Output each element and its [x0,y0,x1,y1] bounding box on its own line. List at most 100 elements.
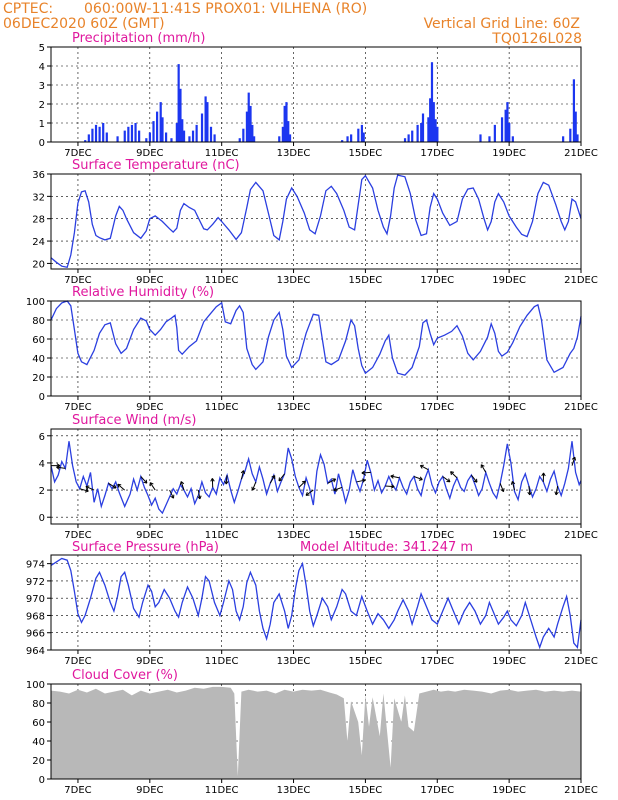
precipitation-bar [569,128,572,142]
precipitation-bar [427,117,430,142]
header-model: TQ0126L028 [492,31,582,47]
humidity-ytick-label: 100 [26,297,45,308]
wind-xtick-label: 17DEC [420,530,454,541]
precipitation-title: Precipitation (mm/h) [72,31,205,46]
precipitation-bar [436,126,439,142]
humidity-panel: Relative Humidity (%) 0 20 40 60 80 100 7DEC 9DE… [26,285,598,413]
precipitation-bar [84,140,87,142]
wind-arrow-head [554,491,559,496]
cloud-ytick-label: 40 [32,737,45,748]
precipitation-bar [105,132,108,142]
precipitation-ytick-label: 4 [39,62,45,73]
pressure-ytick-label: 970 [26,594,45,605]
precipitation-bar [156,111,159,142]
wind-arrow-head [84,488,89,493]
precipitation-bar [123,130,126,142]
temperature-xtick-label: 7DEC [64,275,91,286]
precipitation-bar [430,62,434,143]
temperature-xtick-label: 17DEC [420,275,454,286]
precipitation-bar [182,130,186,142]
cloud-ytick-label: 80 [32,699,45,710]
pressure-ytick-label: 968 [26,611,45,622]
pressure-xtick-label: 21DEC [564,656,598,667]
cloud-ytick-label: 0 [39,775,45,786]
wind-arrow-head [179,481,185,486]
precipitation-ytick-label: 3 [39,81,45,92]
wind-arrow [450,471,458,479]
wind-title: Surface Wind (m/s) [72,413,196,428]
header-run-time: 06DEC2020 60Z (GMT) [3,16,165,32]
wind-arrow-head [332,478,337,483]
wind-line [50,441,582,515]
humidity-xtick-label: 19DEC [492,402,526,413]
wind-arrow-head [85,485,90,490]
temperature-line [50,174,582,269]
precipitation-bar [434,119,437,142]
wind-arrow-head [480,464,485,469]
pressure-xtick-label: 11DEC [205,656,239,667]
precipitation-bar [479,134,482,142]
humidity-ytick-label: 80 [32,316,45,327]
wind-arrow-head [500,488,505,493]
wind-arrow [555,485,559,495]
temperature-xtick-label: 21DEC [564,275,598,286]
humidity-xtick-label: 17DEC [420,402,454,413]
temperature-xtick-label: 19DEC [492,275,526,286]
humidity-ytick-label: 20 [32,373,45,384]
temperature-ytick-label: 28 [32,215,45,226]
precipitation-bar [181,119,184,142]
pressure-title: Surface Pressure (hPa) [72,540,219,555]
cloud-xtick-label: 13DEC [277,785,311,796]
pressure-xtick-label: 19DEC [492,656,526,667]
temperature-ytick-label: 20 [32,259,45,270]
wind-arrow [480,464,487,473]
cloud-ytick-label: 20 [32,756,45,767]
precipitation-bar [91,128,94,142]
wind-arrow [356,479,366,483]
precipitation-xtick-label: 7DEC [64,148,91,159]
wind-arrow [420,465,429,471]
wind-xtick-label: 13DEC [277,530,311,541]
wind-arrow-head [541,472,546,477]
wind-arrow-head [305,491,310,496]
precipitation-bar [360,124,364,142]
precipitation-bar [249,105,252,142]
cloud-panel: Cloud Cover (%) 0 20 40 60 80 100 7DEC 9DEC 11DEC… [26,668,598,796]
wind-arrow-head [301,480,306,485]
wind-arrow [79,488,89,492]
cloud-area [51,686,581,779]
wind-arrow [180,481,185,491]
wind-arrow-head [361,470,366,476]
precipitation-bar [350,134,353,142]
precipitation-bar [357,128,360,142]
precipitation-bar [287,121,290,142]
precipitation-bar [94,124,98,142]
precipitation-bar [403,138,407,142]
precipitation-bar [411,130,414,142]
wind-frame [50,428,582,525]
wind-arrow [225,475,228,485]
precipitation-bar [175,123,178,142]
precipitation-bar [416,124,419,142]
precipitation-bar [191,130,195,142]
pressure-xtick-label: 17DEC [420,656,454,667]
precipitation-bar [209,126,213,142]
wind-arrow [385,485,395,488]
precipitation-bar [102,123,105,142]
humidity-title: Relative Humidity (%) [72,285,214,300]
precipitation-xtick-label: 17DEC [420,148,454,159]
precipitation-bar [138,130,141,142]
temperature-ytick-label: 32 [32,192,45,203]
wind-arrow-head [418,476,423,481]
wind-arrow [278,473,285,482]
temperature-xtick-label: 15DEC [349,275,383,286]
humidity-xtick-label: 15DEC [349,402,383,413]
precipitation-bar [148,132,152,142]
pressure-ytick-label: 974 [26,560,45,571]
precipitation-bar [251,124,254,142]
precipitation-xtick-label: 19DEC [492,148,526,159]
wind-arrow-head [450,471,455,476]
temperature-xtick-label: 13DEC [277,275,311,286]
wind-arrow-head [149,482,154,487]
